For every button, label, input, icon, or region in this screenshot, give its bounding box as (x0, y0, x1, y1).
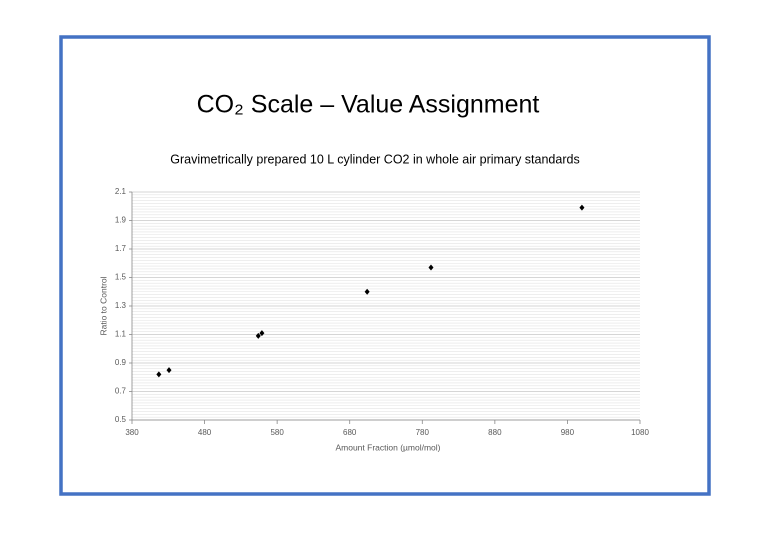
x-tick-label: 780 (416, 428, 430, 437)
y-tick-label: 1.9 (115, 216, 127, 225)
point (166, 367, 172, 374)
y-tick-label: 0.5 (115, 415, 127, 424)
chart-subtitle: Gravimetrically prepared 10 L cylinder C… (170, 152, 579, 166)
chart-title: CO₂ Scale – Value Assignment (197, 91, 540, 119)
x-tick-label: 1080 (631, 428, 649, 437)
point (579, 204, 585, 211)
point (259, 330, 265, 337)
x-tick-label: 980 (561, 428, 575, 437)
y-axis-label: Ratio to Control (98, 276, 108, 335)
x-tick-label: 680 (343, 428, 357, 437)
y-tick-label: 0.7 (115, 387, 127, 396)
y-tick-label: 2.1 (115, 187, 127, 196)
x-tick-label: 580 (270, 428, 284, 437)
y-tick-label: 1.5 (115, 273, 127, 282)
y-tick-label: 1.7 (115, 244, 127, 253)
point (255, 332, 261, 339)
point (364, 288, 370, 295)
x-tick-label: 380 (125, 428, 139, 437)
y-tick-label: 1.1 (115, 330, 127, 339)
point (156, 371, 162, 378)
point (428, 264, 434, 271)
x-axis-label: Amount Fraction (µmol/mol) (335, 442, 440, 452)
slide-frame (59, 35, 711, 496)
x-tick-label: 880 (488, 428, 502, 437)
y-tick-label: 1.3 (115, 301, 127, 310)
x-tick-label: 480 (198, 428, 212, 437)
y-tick-label: 0.9 (115, 358, 127, 367)
